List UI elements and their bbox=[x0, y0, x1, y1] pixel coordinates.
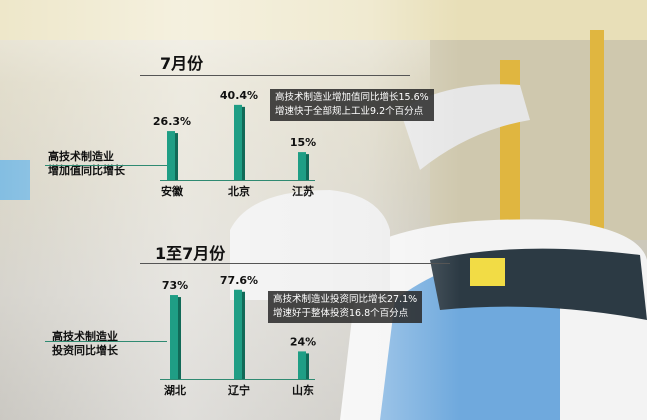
chart2-leader-line bbox=[45, 341, 167, 342]
category-label: 山东 bbox=[292, 383, 314, 397]
chart2-callout: 高技术制造业投资同比增长27.1% 增速好于整体投资16.8个百分点 bbox=[268, 291, 423, 323]
bar-安徽 bbox=[167, 131, 175, 180]
bar-北京 bbox=[234, 104, 242, 180]
value-label: 77.6% bbox=[220, 274, 258, 287]
chart1-callout: 高技术制造业增加值同比增长15.6% 增速快于全部规上工业9.2个百分点 bbox=[270, 89, 434, 121]
bar-shade bbox=[306, 353, 309, 379]
value-label: 73% bbox=[162, 279, 188, 292]
bar-湖北 bbox=[170, 295, 178, 379]
background-wash bbox=[0, 0, 460, 420]
bar-江苏 bbox=[298, 152, 306, 180]
bar-辽宁 bbox=[234, 289, 242, 379]
chart1-baseline bbox=[160, 180, 315, 181]
category-label: 辽宁 bbox=[228, 383, 250, 397]
chart1-title-rule bbox=[140, 75, 410, 76]
chart2-baseline bbox=[160, 379, 315, 380]
chart2-title-rule bbox=[140, 263, 450, 264]
bar-山东 bbox=[298, 351, 306, 379]
value-label: 24% bbox=[290, 335, 316, 348]
value-label: 40.4% bbox=[220, 89, 258, 102]
bar-shade bbox=[306, 154, 309, 180]
chart2-ylabel: 高技术制造业 投资同比增长 bbox=[52, 330, 118, 357]
bar-shade bbox=[242, 106, 245, 180]
category-label: 安徽 bbox=[161, 184, 184, 198]
chart1-leader-line bbox=[45, 165, 167, 166]
category-label: 北京 bbox=[228, 184, 250, 198]
bar-shade bbox=[175, 133, 178, 180]
category-label: 江苏 bbox=[292, 184, 314, 198]
chart2-title: 1至7月份 bbox=[155, 244, 226, 263]
bar-shade bbox=[242, 291, 245, 379]
value-label: 26.3% bbox=[153, 115, 191, 128]
bar-shade bbox=[178, 297, 181, 379]
chart1-title: 7月份 bbox=[160, 54, 204, 73]
category-label: 湖北 bbox=[164, 383, 186, 397]
value-label: 15% bbox=[290, 136, 316, 149]
chart1-ylabel: 高技术制造业 增加值同比增长 bbox=[48, 150, 125, 177]
